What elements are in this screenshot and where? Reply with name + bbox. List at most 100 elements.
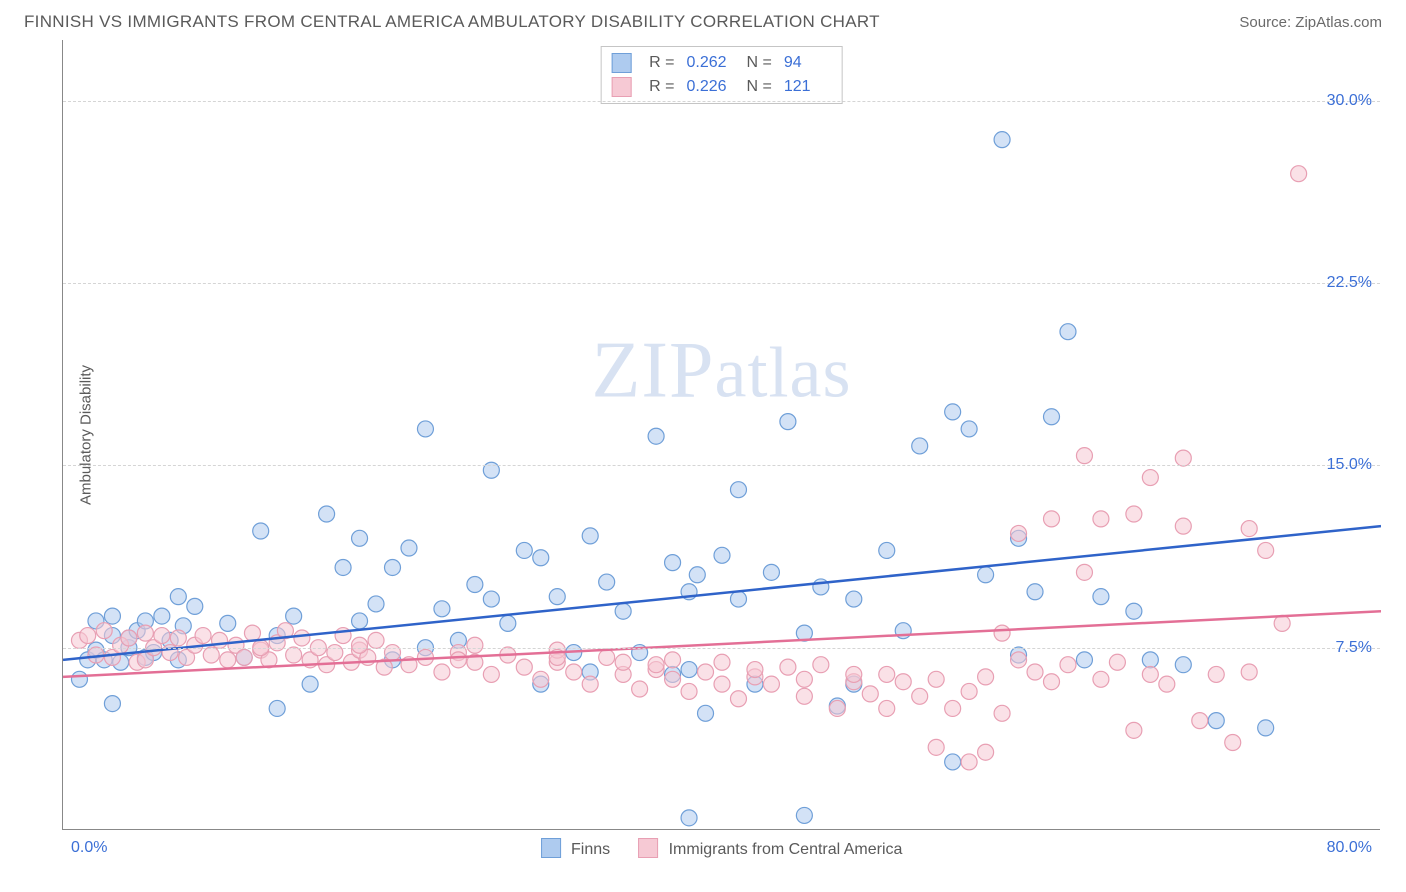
- source-value: ZipAtlas.com: [1295, 14, 1382, 31]
- scatter-point: [385, 559, 401, 575]
- scatter-point: [1093, 671, 1109, 687]
- scatter-point: [1126, 603, 1142, 619]
- scatter-point: [533, 550, 549, 566]
- y-tick-label: 15.0%: [1327, 456, 1372, 474]
- scatter-point: [1175, 518, 1191, 534]
- scatter-point: [1109, 654, 1125, 670]
- scatter-point: [945, 404, 961, 420]
- chart-container: Ambulatory Disability ZIPatlas R = 0.262…: [24, 40, 1382, 830]
- scatter-point: [434, 664, 450, 680]
- legend-swatch-immigrants: [638, 838, 658, 858]
- scatter-point: [244, 625, 260, 641]
- regression-line: [63, 526, 1381, 660]
- series-label-immigrants: Immigrants from Central America: [669, 841, 903, 858]
- scatter-point: [796, 671, 812, 687]
- scatter-point: [1192, 713, 1208, 729]
- scatter-point: [681, 662, 697, 678]
- scatter-point: [1208, 713, 1224, 729]
- scatter-point: [467, 576, 483, 592]
- scatter-point: [1060, 324, 1076, 340]
- scatter-point: [994, 625, 1010, 641]
- scatter-point: [780, 414, 796, 430]
- scatter-point: [1274, 615, 1290, 631]
- scatter-point: [1175, 657, 1191, 673]
- scatter-point: [352, 530, 368, 546]
- scatter-point: [689, 567, 705, 583]
- correlation-legend-row: R = 0.262 N = 94: [611, 51, 832, 75]
- scatter-point: [1175, 450, 1191, 466]
- scatter-point: [1225, 734, 1241, 750]
- n-label: N =: [747, 78, 772, 96]
- scatter-point: [1142, 652, 1158, 668]
- scatter-point: [1044, 674, 1060, 690]
- scatter-point: [1011, 525, 1027, 541]
- scatter-point: [516, 542, 532, 558]
- series-legend-item: Immigrants from Central America: [638, 838, 902, 859]
- series-legend-item: Finns: [541, 838, 611, 859]
- scatter-point: [615, 603, 631, 619]
- scatter-point: [335, 559, 351, 575]
- scatter-point: [698, 705, 714, 721]
- scatter-point: [533, 671, 549, 687]
- scatter-point: [203, 647, 219, 663]
- series-label-finns: Finns: [571, 841, 610, 858]
- scatter-point: [681, 683, 697, 699]
- chart-title: FINNISH VS IMMIGRANTS FROM CENTRAL AMERI…: [24, 12, 880, 32]
- scatter-point: [220, 615, 236, 631]
- scatter-point: [665, 671, 681, 687]
- correlation-legend-row: R = 0.226 N = 121: [611, 75, 832, 99]
- y-tick-label: 30.0%: [1327, 92, 1372, 110]
- scatter-point: [483, 666, 499, 682]
- scatter-point: [71, 671, 87, 687]
- scatter-point: [195, 628, 211, 644]
- scatter-point: [137, 625, 153, 641]
- scatter-point: [1159, 676, 1175, 692]
- scatter-point: [286, 608, 302, 624]
- scatter-point: [1093, 511, 1109, 527]
- scatter-point: [294, 630, 310, 646]
- scatter-point: [747, 662, 763, 678]
- scatter-point: [104, 696, 120, 712]
- n-value-immigrants: 121: [784, 78, 832, 96]
- scatter-point: [1291, 166, 1307, 182]
- scatter-point: [1044, 409, 1060, 425]
- n-value-finns: 94: [784, 54, 832, 72]
- scatter-point: [813, 657, 829, 673]
- scatter-point: [879, 700, 895, 716]
- r-label: R =: [649, 78, 674, 96]
- scatter-point: [154, 608, 170, 624]
- y-tick-label: 7.5%: [1336, 639, 1372, 657]
- scatter-point: [1060, 657, 1076, 673]
- scatter-plot: ZIPatlas R = 0.262 N = 94 R = 0.226 N = …: [62, 40, 1380, 830]
- scatter-point: [615, 654, 631, 670]
- scatter-point: [549, 589, 565, 605]
- scatter-point: [1241, 664, 1257, 680]
- scatter-point: [698, 664, 714, 680]
- scatter-point: [599, 574, 615, 590]
- plot-svg: [63, 40, 1381, 830]
- r-value-finns: 0.262: [687, 54, 735, 72]
- legend-swatch-finns: [541, 838, 561, 858]
- correlation-legend: R = 0.262 N = 94 R = 0.226 N = 121: [600, 46, 843, 104]
- scatter-point: [483, 591, 499, 607]
- scatter-point: [1027, 664, 1043, 680]
- scatter-point: [566, 664, 582, 680]
- scatter-point: [895, 674, 911, 690]
- scatter-point: [978, 567, 994, 583]
- x-tick-max: 80.0%: [1327, 839, 1372, 857]
- scatter-point: [516, 659, 532, 675]
- scatter-point: [648, 428, 664, 444]
- scatter-point: [862, 686, 878, 702]
- scatter-point: [829, 700, 845, 716]
- scatter-point: [978, 744, 994, 760]
- scatter-point: [1076, 652, 1092, 668]
- scatter-point: [1208, 666, 1224, 682]
- scatter-point: [96, 623, 112, 639]
- y-tick-label: 22.5%: [1327, 274, 1372, 292]
- scatter-point: [928, 739, 944, 755]
- scatter-point: [121, 630, 137, 646]
- scatter-point: [928, 671, 944, 687]
- scatter-point: [269, 700, 285, 716]
- scatter-point: [879, 542, 895, 558]
- scatter-point: [1076, 448, 1092, 464]
